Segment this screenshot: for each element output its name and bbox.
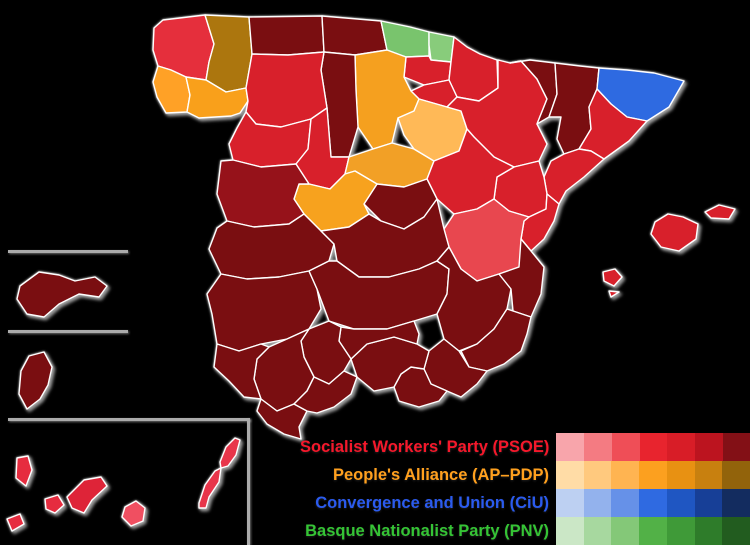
legend-swatch-ciu-5 xyxy=(666,489,695,517)
legend-swatch-ap-6 xyxy=(694,461,723,489)
inset-frames xyxy=(8,250,250,545)
legend-label-ciu: Convergence and Union (CiU) xyxy=(315,494,549,512)
legend-swatch-ciu-6 xyxy=(694,489,723,517)
legend-swatch-pnv-1 xyxy=(556,517,584,545)
inset-divider-bottom xyxy=(8,418,250,421)
legend-swatch-pnv-5 xyxy=(666,517,695,545)
legend-swatch-psoe-2 xyxy=(584,433,612,461)
legend-swatches-ciu xyxy=(556,489,750,517)
legend-swatch-pnv-3 xyxy=(611,517,640,545)
region-tenerife xyxy=(66,476,108,514)
legend-swatch-ap-7 xyxy=(722,461,750,489)
legend-swatch-pnv-7 xyxy=(722,517,750,545)
region-cantabria xyxy=(321,15,388,56)
legend-swatches-pnv xyxy=(556,517,750,545)
legend-swatch-pnv-2 xyxy=(583,517,612,545)
region-elhierro xyxy=(6,513,25,532)
legend-swatch-ciu-1 xyxy=(556,489,584,517)
region-melilla xyxy=(18,351,53,410)
legend-swatch-pnv-6 xyxy=(694,517,723,545)
region-navarra xyxy=(448,36,499,102)
legend-swatch-pnv-4 xyxy=(639,517,667,545)
legend-swatches-psoe xyxy=(556,433,750,461)
province-regions xyxy=(6,14,736,532)
legend-swatch-psoe-5 xyxy=(667,433,695,461)
region-lanzarote xyxy=(219,437,241,469)
region-formentera xyxy=(608,290,620,298)
legend-swatch-ap-2 xyxy=(583,461,612,489)
legend-swatch-ap-3 xyxy=(611,461,640,489)
inset-divider-vertical xyxy=(247,418,250,545)
region-grancanaria xyxy=(121,500,146,527)
legend-label-pnv: Basque Nationalist Party (PNV) xyxy=(305,522,549,540)
legend-swatch-ciu-3 xyxy=(611,489,640,517)
legend-label-ap: People's Alliance (AP–PDP) xyxy=(332,466,549,484)
legend-row-ap: People's Alliance (AP–PDP) xyxy=(300,461,750,489)
region-fuerteventura xyxy=(198,467,222,509)
legend-swatch-ap-1 xyxy=(556,461,584,489)
legend-swatch-ap-5 xyxy=(666,461,695,489)
inset-divider-top xyxy=(8,250,128,253)
region-lagomera xyxy=(44,494,65,514)
legend-swatch-ciu-4 xyxy=(639,489,667,517)
region-salamanca xyxy=(216,159,310,228)
region-gipuzkoa xyxy=(428,31,455,63)
legend-swatch-ciu-2 xyxy=(583,489,612,517)
region-menorca xyxy=(704,204,736,220)
region-tarragona xyxy=(543,148,605,205)
legend-row-psoe: Socialist Workers' Party (PSOE) xyxy=(300,433,750,461)
inset-divider-middle xyxy=(8,330,128,333)
legend-row-ciu: Convergence and Union (CiU) xyxy=(300,489,750,517)
legend-swatches-ap xyxy=(556,461,750,489)
region-ourense xyxy=(185,76,249,119)
region-zaragoza xyxy=(446,59,548,168)
legend-swatch-psoe-3 xyxy=(611,433,640,461)
region-malaga xyxy=(293,370,358,414)
legend-swatch-ciu-7 xyxy=(722,489,750,517)
legend-swatch-psoe-7 xyxy=(722,433,750,461)
region-ibiza xyxy=(602,268,623,287)
legend-row-pnv: Basque Nationalist Party (PNV) xyxy=(300,517,750,545)
legend-label-psoe: Socialist Workers' Party (PSOE) xyxy=(300,438,550,456)
legend-swatch-ap-4 xyxy=(639,461,667,489)
region-ceuta xyxy=(16,271,108,318)
region-lapalma xyxy=(15,455,33,487)
legend: Socialist Workers' Party (PSOE) People's… xyxy=(300,433,750,545)
region-valencia xyxy=(498,238,545,318)
legend-swatch-psoe-6 xyxy=(694,433,723,461)
region-lugo xyxy=(204,14,253,93)
region-huelva xyxy=(213,343,270,400)
legend-swatch-psoe-4 xyxy=(639,433,668,461)
legend-swatch-psoe-1 xyxy=(556,433,585,461)
region-huesca xyxy=(509,59,558,125)
region-asturias xyxy=(248,15,325,56)
region-mallorca xyxy=(650,213,699,252)
region-cadiz xyxy=(256,398,308,440)
